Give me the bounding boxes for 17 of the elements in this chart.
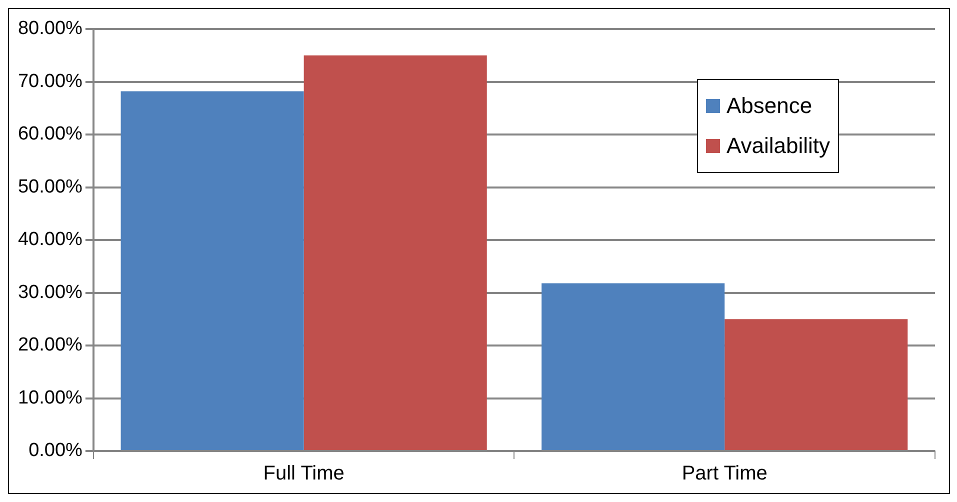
- legend-label: Absence: [726, 92, 812, 120]
- y-tick-label: 20.00%: [18, 334, 83, 356]
- x-tick-label: Part Time: [682, 462, 768, 485]
- y-tick-label: 0.00%: [28, 440, 83, 462]
- y-tick-label: 60.00%: [18, 124, 83, 145]
- y-tick-label: 80.00%: [18, 18, 83, 40]
- y-tick-label: 30.00%: [18, 282, 83, 303]
- y-tick-label: 40.00%: [18, 229, 83, 250]
- x-tick-label: Full Time: [263, 462, 344, 485]
- legend-label: Availability: [726, 132, 830, 160]
- bar: [304, 55, 487, 450]
- y-tick-label: 70.00%: [18, 70, 83, 92]
- bar: [120, 91, 304, 450]
- y-tick-label: 50.00%: [18, 176, 83, 198]
- y-tick-label: 10.00%: [18, 387, 83, 408]
- bar: [542, 283, 725, 450]
- bar: [724, 319, 908, 450]
